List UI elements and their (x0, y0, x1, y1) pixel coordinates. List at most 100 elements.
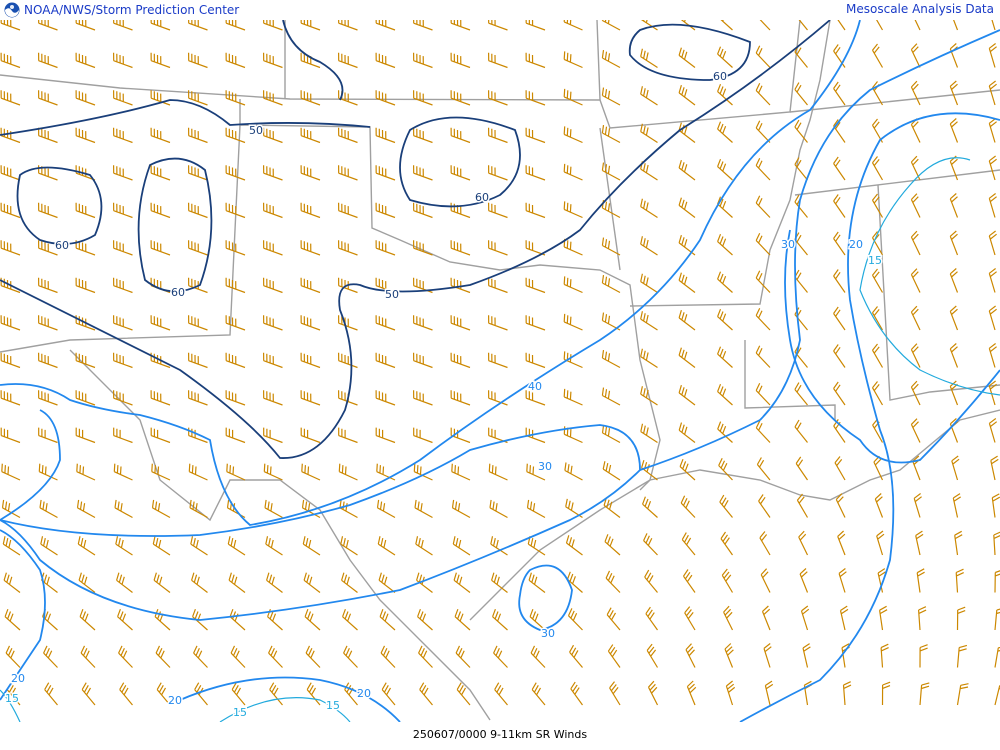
wind-barb (194, 682, 208, 706)
wind-barb (641, 460, 658, 481)
wind-barb (0, 352, 21, 369)
wind-barb (755, 45, 771, 68)
wind-barb (413, 352, 433, 369)
wind-barb (150, 315, 171, 331)
wind-barb (991, 493, 1000, 518)
wind-barb (413, 52, 433, 69)
wind-barb (451, 463, 471, 481)
wind-barb (413, 390, 433, 406)
wind-barb (717, 121, 733, 143)
wind-barb (300, 390, 321, 406)
wind-barb (993, 531, 1000, 556)
wind-barb (225, 277, 246, 294)
contour-label: 15 (326, 699, 340, 712)
wind-barb (81, 682, 96, 706)
wind-barb (994, 646, 1000, 668)
boundary-rio-grande (69, 349, 491, 721)
wind-barb (491, 572, 508, 593)
contours (0, 20, 1000, 722)
wind-barb (488, 463, 508, 481)
wind-barb (375, 390, 396, 406)
wind-barb (839, 605, 849, 631)
wind-barb (375, 315, 396, 331)
wind-barb (188, 315, 208, 331)
wind-barb (413, 240, 433, 256)
wind-barb (949, 80, 959, 106)
wind-barb (988, 305, 997, 331)
wind-barb (956, 683, 969, 706)
wind-barb (717, 233, 733, 256)
wind-barb (225, 165, 246, 181)
wind-barb (338, 202, 358, 219)
wind-barb (563, 51, 583, 69)
wind-barb (300, 277, 321, 294)
wind-barb (2, 536, 21, 556)
contour-20-c (739, 112, 1000, 722)
wind-barb (601, 20, 621, 31)
wind-barb (339, 499, 358, 519)
contour-60-c (399, 116, 521, 208)
wind-barb (76, 499, 96, 519)
wind-barb (113, 20, 133, 31)
wind-barb (231, 682, 246, 706)
wind-barb (225, 202, 246, 219)
wind-barb (640, 20, 658, 31)
wind-barb (525, 240, 546, 256)
wind-barb (755, 420, 771, 443)
wind-barb (113, 240, 133, 256)
wind-barb (413, 165, 433, 181)
wind-barb (264, 499, 283, 519)
wind-barb (994, 608, 1000, 631)
wind-barb (833, 156, 846, 181)
wind-barb (450, 390, 471, 406)
wind-barb (833, 81, 846, 106)
wind-barb (956, 606, 966, 631)
wind-barb (228, 572, 246, 593)
wind-barb (640, 48, 658, 69)
wind-barb (910, 80, 921, 106)
wind-barb (340, 536, 358, 556)
wind-barb (919, 644, 928, 668)
wind-barb (38, 277, 58, 294)
wind-barb (873, 455, 884, 481)
contour-30-b (639, 29, 1000, 471)
wind-barb (413, 127, 433, 144)
wind-barb (525, 352, 546, 369)
wind-barb (75, 90, 96, 106)
wind-barb (4, 608, 21, 631)
wind-barb (833, 119, 846, 143)
wind-barb (188, 20, 208, 31)
boundary-nm (0, 124, 241, 353)
wind-barb (833, 269, 846, 293)
wind-barb (151, 463, 171, 481)
wind-barb (78, 572, 96, 593)
wind-barb (38, 240, 58, 256)
wind-barb (450, 90, 471, 106)
wind-barb (188, 52, 208, 69)
wind-barb (118, 645, 133, 668)
wind-barb (527, 536, 546, 556)
wind-barb (488, 240, 508, 256)
contour-label: 50 (249, 124, 263, 137)
wind-barb (640, 423, 658, 444)
wind-barb (225, 352, 246, 369)
wind-barb (188, 240, 208, 256)
wind-barb (910, 155, 921, 181)
contour-labels: 60 50 60 60 60 50 40 30 30 30 20 15 20 15 20 20 15 15 (4, 69, 884, 721)
contour-15-a (859, 157, 1000, 396)
wind-barb (116, 572, 133, 593)
wind-barb (563, 276, 583, 294)
boundary-north (0, 20, 801, 129)
wind-barb (300, 165, 321, 181)
wind-barb (601, 237, 621, 256)
wind-barb (338, 352, 358, 369)
wind-barb (955, 568, 964, 593)
contour-60-a (16, 166, 103, 245)
wind-barb (338, 240, 358, 256)
wind-barb (343, 645, 358, 668)
wind-barb (338, 165, 358, 181)
wind-barb (378, 572, 396, 593)
contour-label: 15 (5, 692, 19, 705)
wind-barb (717, 308, 733, 331)
